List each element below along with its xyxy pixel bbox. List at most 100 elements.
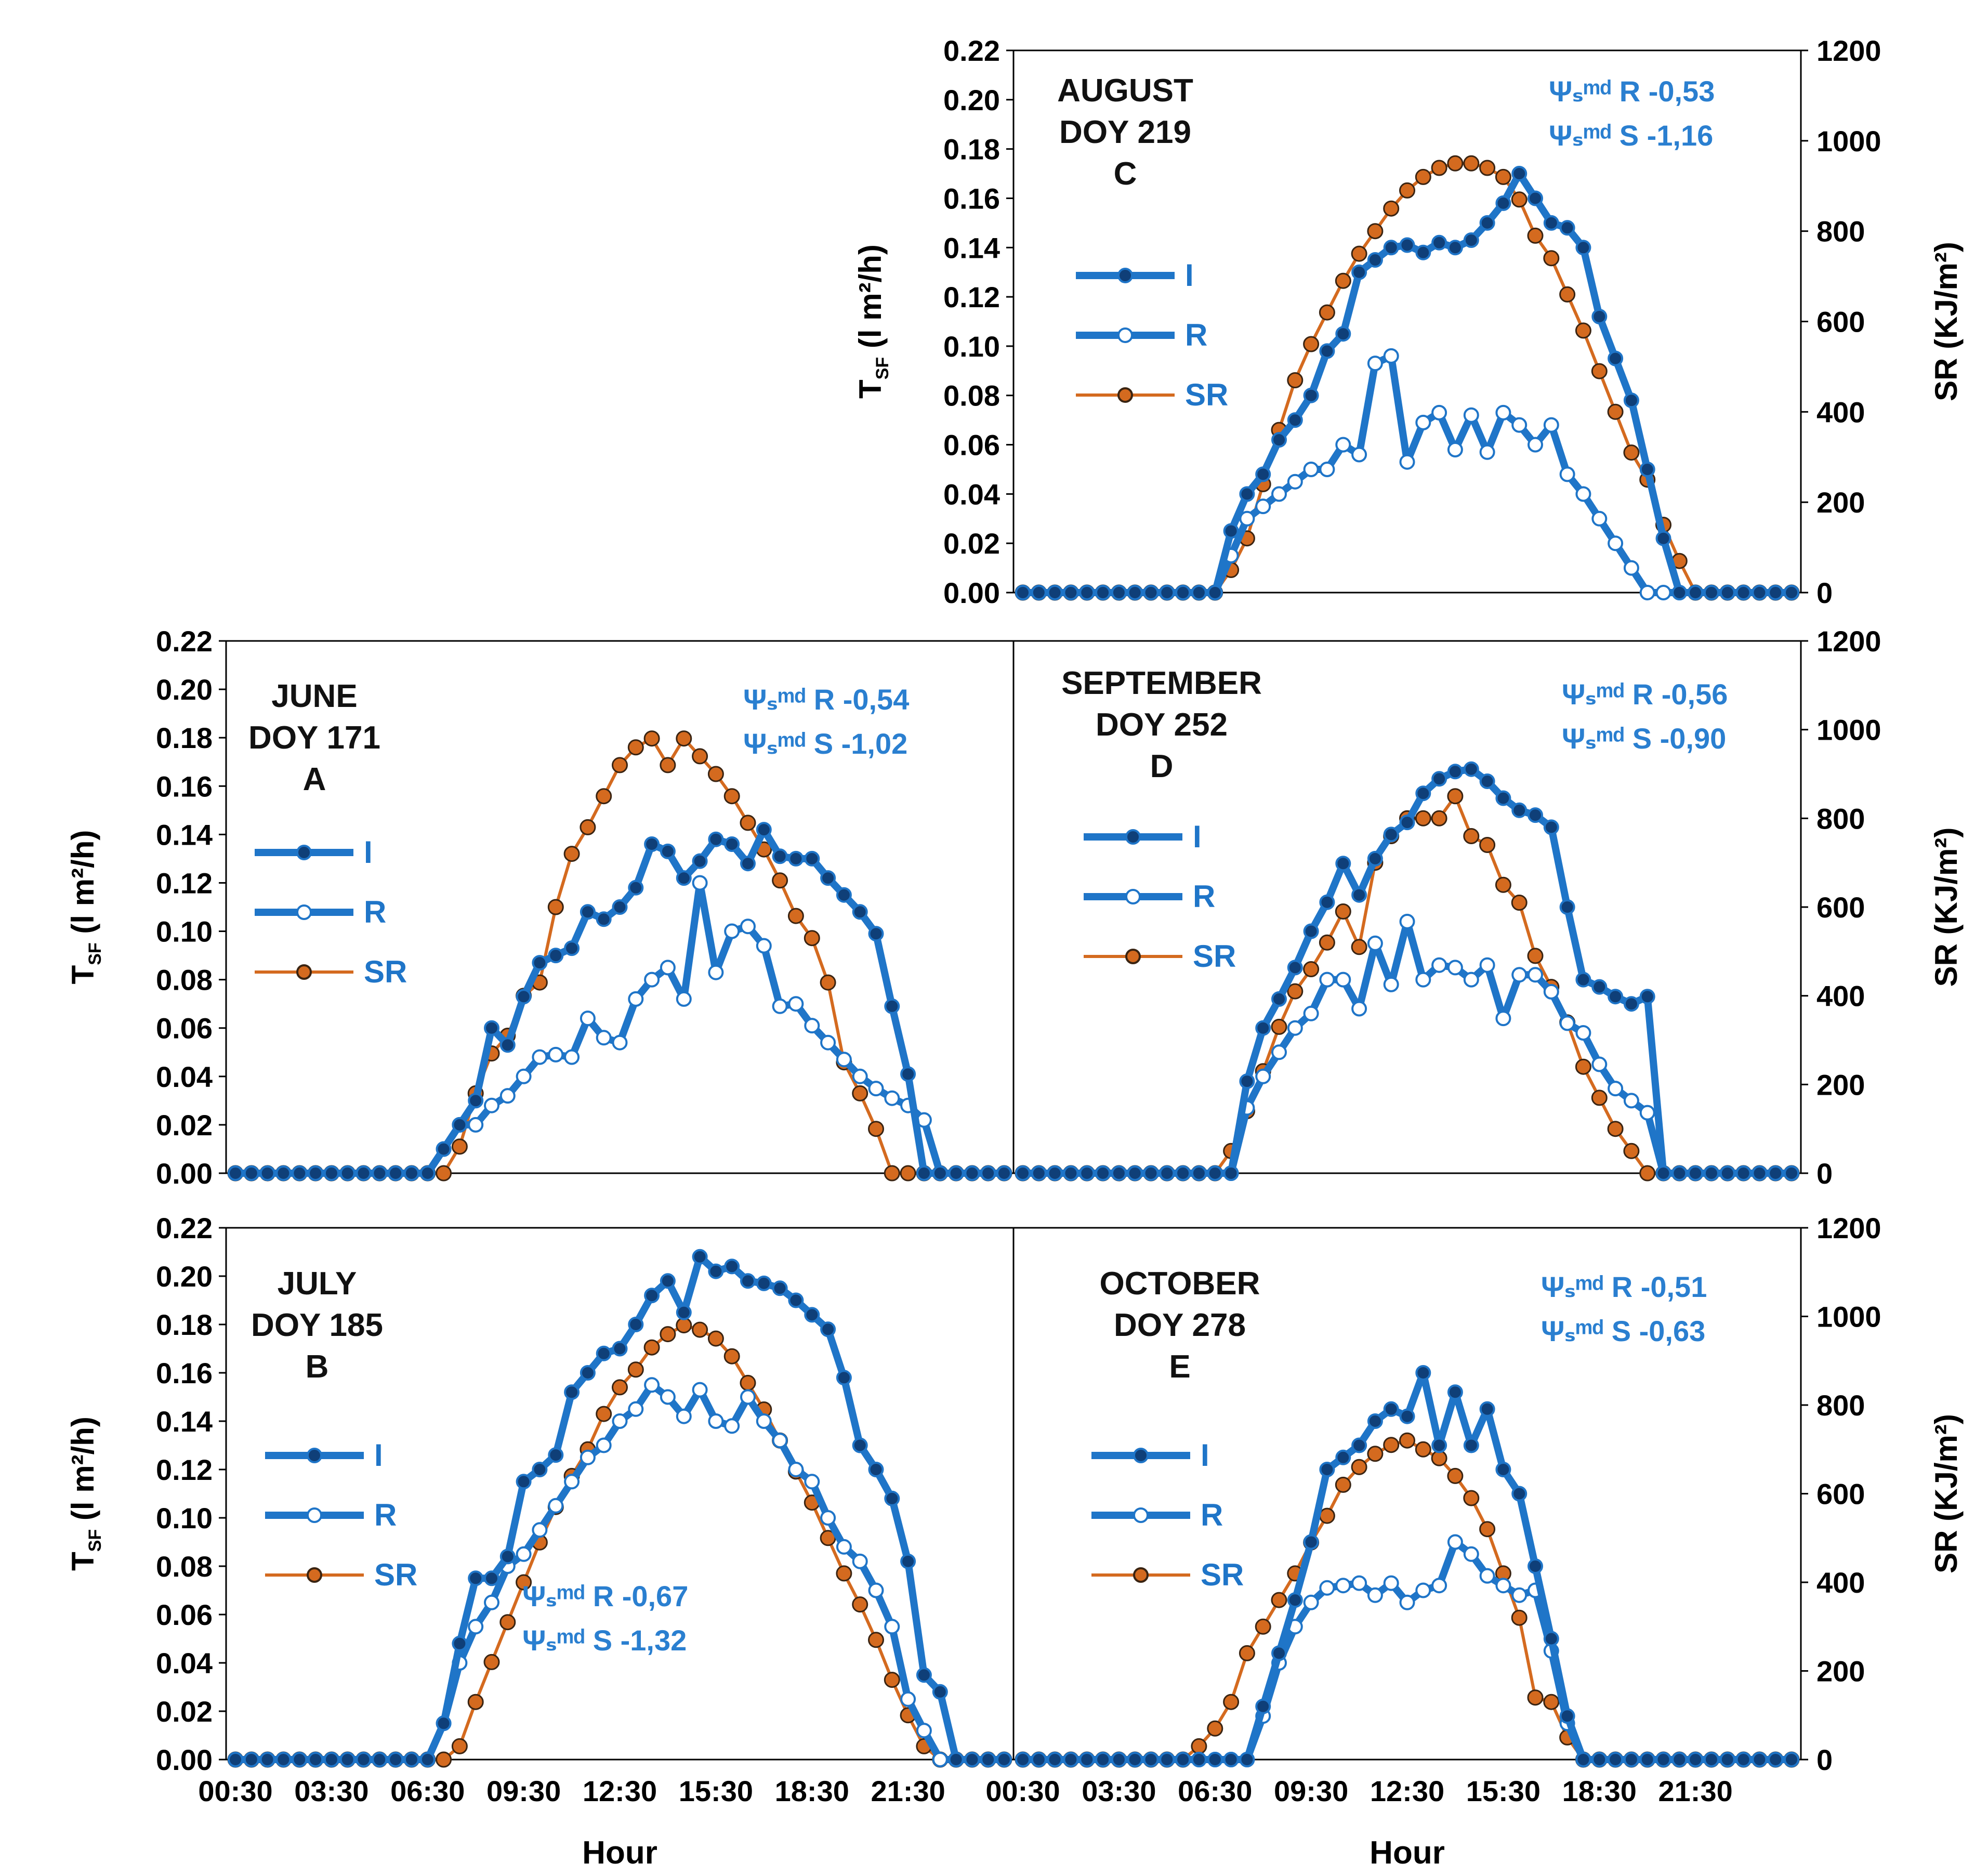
point-r [1303,1594,1319,1610]
point-sr [1335,272,1351,289]
point-sr [1447,155,1464,172]
point-i [1528,1558,1543,1574]
series-line-sr [1023,162,1792,594]
point-i [1207,585,1223,600]
point-i [820,870,836,886]
point-sr [1383,1437,1400,1453]
point-i [1768,585,1784,600]
point-r [1447,960,1463,976]
y-tick-label-right: 400 [1816,980,1865,1013]
point-r [1367,356,1383,372]
point-sr [707,1330,724,1347]
y-tick-label-left: 0.16 [156,770,213,803]
point-i [1671,585,1688,600]
point-sr [1607,403,1624,420]
water-potential-annotation: Ψₛᵐᵈ S -1,32 [522,1624,687,1657]
point-i [1111,585,1127,600]
point-i [372,1165,388,1181]
point-sr [1495,876,1511,893]
point-i [612,899,628,915]
point-i [596,1345,612,1361]
series-line-i [1023,1369,1792,1763]
point-sr [1543,1694,1560,1710]
panel-b: 0.00 0.02 0.04 0.06 0.08 0.10 0.12 0.14 0.16 0.18… [65,1212,1015,1871]
point-r [1575,1025,1591,1041]
point-i [1351,1437,1367,1453]
legend-label-i: I [1185,258,1194,293]
point-sr [499,1614,516,1631]
legend-marker-r [1117,327,1133,343]
point-sr [1447,1467,1464,1484]
point-r [1399,913,1415,929]
water-potential-annotation: Ψₛᵐᵈ S -1,16 [1549,119,1713,152]
point-i [548,1447,564,1463]
legend-label-r: R [364,895,386,929]
point-i [1528,190,1543,206]
y-tick-label-left: 0.00 [943,576,1000,609]
y-tick-label-right: 1000 [1816,1301,1881,1333]
point-i [403,1165,419,1181]
point-i [1063,585,1079,600]
y-tick-label-right: 600 [1816,1478,1865,1511]
point-r [1608,1081,1624,1097]
point-sr [627,1361,644,1378]
x-axis-label: Hour [1370,1835,1445,1871]
point-i [1127,585,1143,600]
point-i [388,1165,404,1181]
panel-title-line: SEPTEMBER [1061,665,1262,701]
point-r [548,1046,564,1062]
point-i [740,1273,756,1289]
point-r [692,1382,708,1398]
y-tick-label-right: 1200 [1816,1212,1881,1244]
point-i [1591,979,1608,995]
point-i [388,1752,404,1767]
point-sr [1319,304,1335,321]
point-i [1575,240,1591,256]
point-sr [1463,828,1480,844]
point-sr [1335,1476,1351,1493]
point-i [468,1093,484,1109]
point-sr [884,1165,900,1182]
point-i [1784,1165,1799,1181]
point-r [580,1011,596,1027]
point-i [1463,232,1479,248]
point-r [532,1049,548,1065]
point-i [516,1474,532,1490]
point-i [916,1165,932,1181]
point-sr [1351,1459,1367,1475]
point-i [1559,220,1575,236]
point-r [612,1413,628,1429]
point-r [1319,462,1335,477]
point-i [564,1384,580,1400]
point-r [1383,976,1399,992]
point-sr [1415,168,1431,185]
point-sr [836,1565,852,1582]
point-r [1335,437,1351,453]
point-r [468,1117,484,1133]
point-sr [660,757,676,773]
panel-c: 0.00 0.02 0.04 0.06 0.08 0.10 0.12 0.14 0.16 0.18… [853,34,1964,609]
point-i [1671,1165,1688,1181]
point-i [1608,1752,1624,1767]
y-tick-label-left: 0.04 [156,1647,213,1680]
point-sr [1639,1165,1656,1182]
point-i [1608,350,1624,366]
point-sr [1527,227,1544,244]
point-r [740,919,756,935]
point-i [644,836,660,852]
point-i [1095,1752,1111,1767]
y-tick-label-right: 800 [1816,802,1865,835]
point-sr [1463,1490,1480,1506]
y-tick-label-right: 200 [1816,1655,1865,1688]
point-i [419,1752,436,1767]
legend-marker-sr [1117,387,1133,403]
point-sr [451,1738,468,1754]
point-r [788,1462,804,1477]
point-sr [1575,322,1591,339]
point-i [323,1752,339,1767]
point-i [308,1165,324,1181]
point-i [724,1258,740,1275]
point-r [1255,498,1271,515]
point-i [1127,1165,1143,1181]
point-i [1479,1401,1495,1417]
